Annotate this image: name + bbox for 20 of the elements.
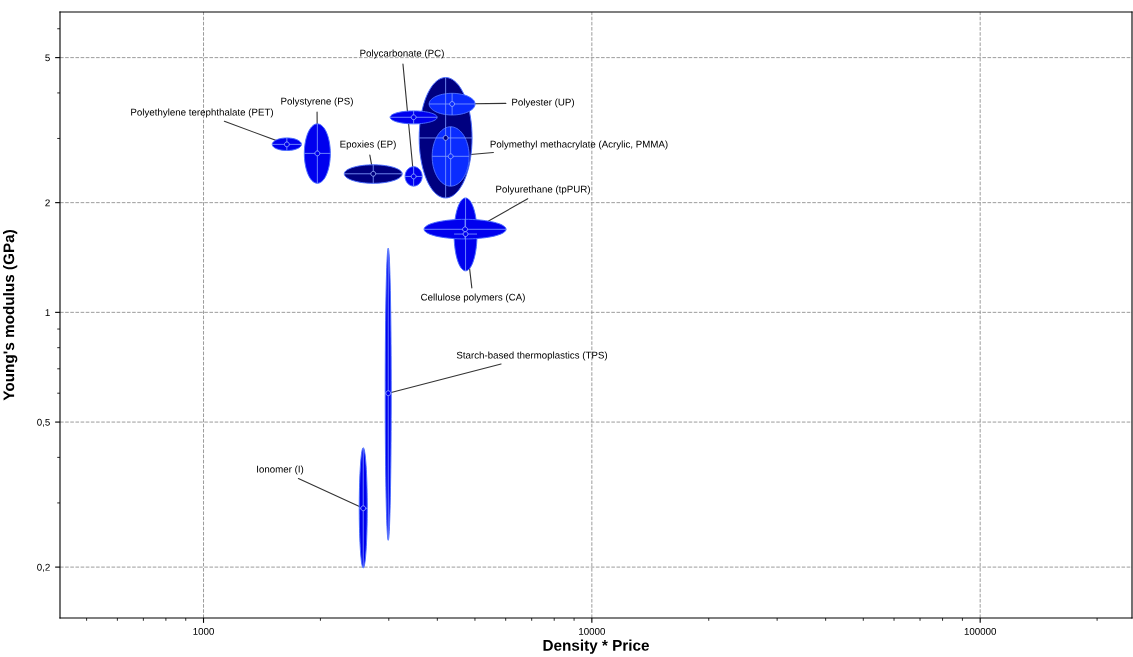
annotation: Polyethylene terephthalate (PET) bbox=[131, 108, 274, 118]
y-tick-label: 0,5 bbox=[37, 418, 50, 427]
annotation: Starch-based thermoplastics (TPS) bbox=[456, 351, 608, 361]
annotation: Epoxies (EP) bbox=[340, 140, 396, 150]
x-tick-label: 100000 bbox=[964, 627, 997, 635]
y-axis-title: Young's modulus (GPa) bbox=[3, 230, 18, 401]
annotation: Cellulose polymers (CA) bbox=[421, 293, 525, 303]
y-tick-label: 5 bbox=[45, 54, 50, 62]
annotation: Ionomer (I) bbox=[257, 465, 304, 475]
annotation: Polycarbonate (PC) bbox=[360, 49, 444, 59]
annotation: Polystyrene (PS) bbox=[281, 97, 353, 107]
x-tick-label: 10000 bbox=[579, 627, 605, 635]
y-tick-label: 0,2 bbox=[37, 563, 50, 572]
y-tick-label: 1 bbox=[45, 309, 50, 316]
annotation: Polyester (UP) bbox=[512, 98, 574, 108]
y-tick-label: 2 bbox=[45, 199, 50, 207]
x-tick-label: 1000 bbox=[193, 627, 214, 635]
x-axis-title: Density * Price bbox=[543, 639, 649, 654]
annotation: Polymethyl methacrylate (Acrylic, PMMA) bbox=[490, 140, 668, 150]
annotation: Polyurethane (tpPUR) bbox=[496, 185, 590, 195]
